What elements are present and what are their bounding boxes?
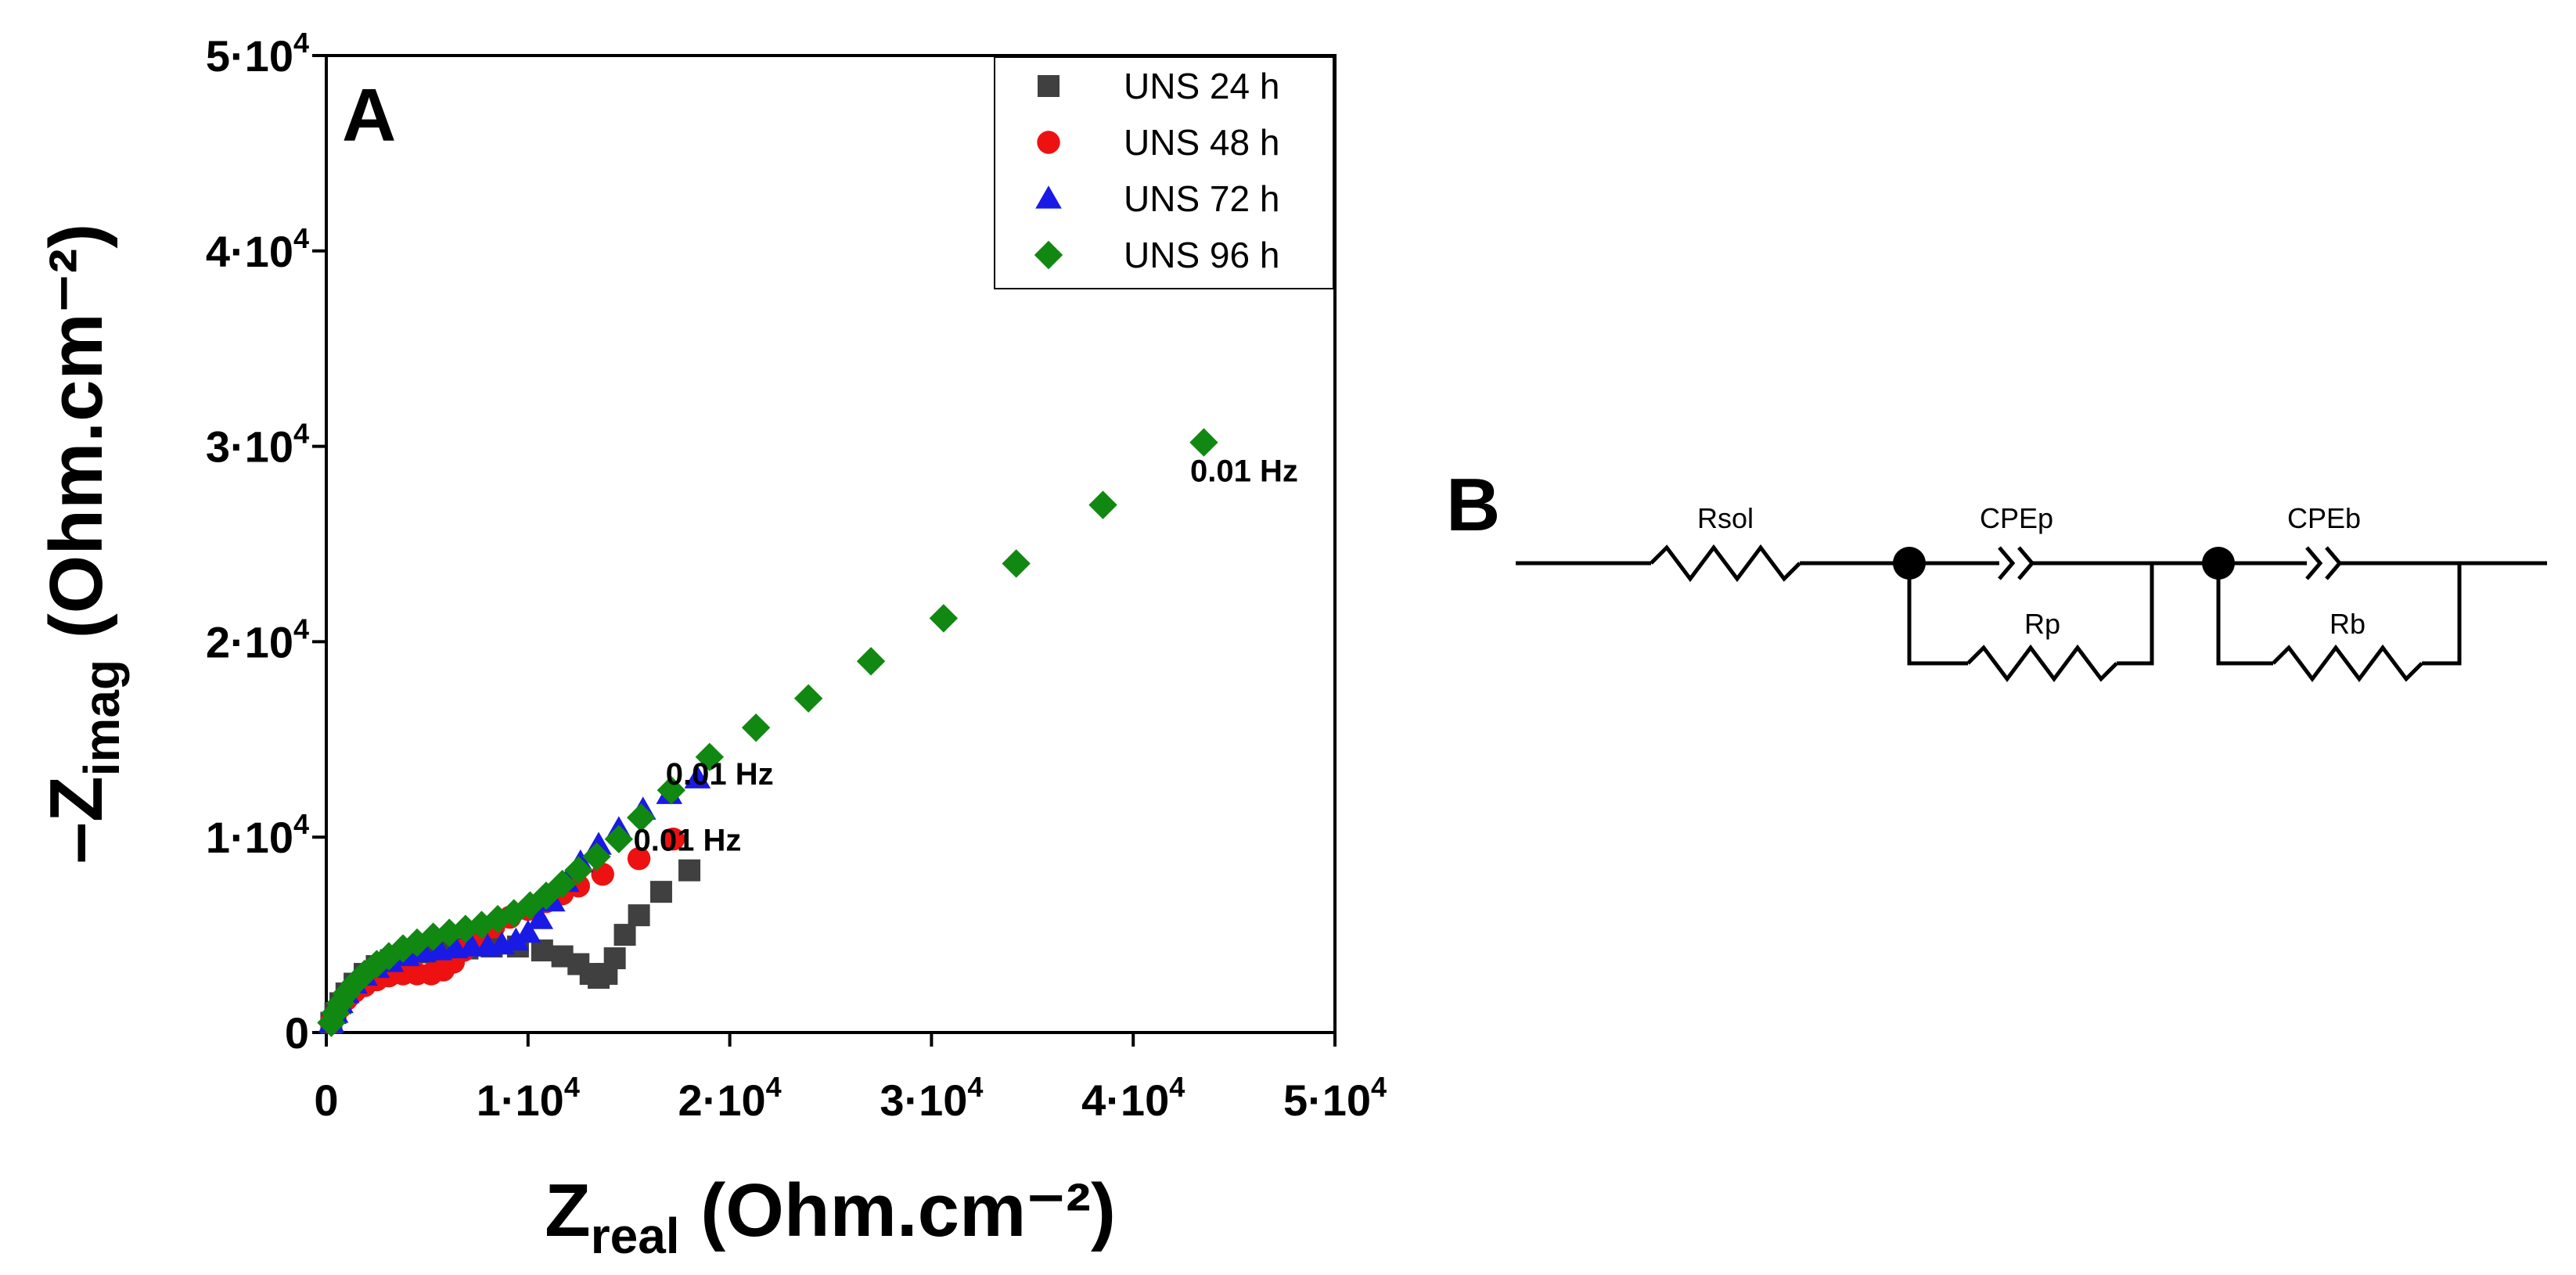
y-tick-label-5: 5·104 <box>206 27 309 81</box>
cpeb-symbol-right <box>2325 546 2343 580</box>
rsol-resistor-symbol <box>1650 544 1801 583</box>
annotation-1: 0.01 Hz <box>1190 454 1298 489</box>
data-point-s4-28 <box>929 604 959 633</box>
wire-rb-return <box>2422 563 2462 666</box>
data-point-s1-21 <box>613 924 636 946</box>
x-tick-label-0: 0 <box>314 1076 338 1125</box>
data-point-s4-17 <box>531 881 561 910</box>
x-axis-title-sub: real <box>591 1208 680 1264</box>
legend-label-1: UNS 24 h <box>1124 66 1279 106</box>
data-point-s4-22 <box>626 803 656 832</box>
legend-label-2: UNS 48 h <box>1124 122 1279 163</box>
data-point-s3-25 <box>684 765 711 788</box>
cpeb-symbol-left <box>2305 546 2323 580</box>
data-point-s3-16 <box>515 919 541 943</box>
plot-frame <box>325 54 1337 1034</box>
rp-resistor-symbol <box>1966 644 2118 683</box>
node-dot-1 <box>1893 547 1926 580</box>
legend-items: UNS 24 h UNS 48 h UNS 72 h UNS 96 h <box>1034 66 1279 275</box>
cpep-symbol-right <box>2017 546 2035 580</box>
data-point-s4-24 <box>695 742 725 771</box>
legend-marker-2 <box>1037 131 1060 154</box>
y-tick-label-0: 0 <box>285 1008 309 1058</box>
cpep-label: CPEp <box>1980 502 2053 534</box>
x-axis-title-main: Z <box>545 1169 591 1252</box>
y-axis-title-main: –Z <box>34 776 118 864</box>
y-axis-title-sub: imag <box>74 659 130 776</box>
y-tick-label-3: 3·104 <box>206 418 309 472</box>
data-point-s4-23 <box>657 776 686 805</box>
y-tick-label-2: 2·104 <box>206 612 309 666</box>
data-point-s4-13 <box>467 910 496 939</box>
legend-marker-1 <box>1038 75 1060 97</box>
cpeb-label: CPEb <box>2287 502 2361 534</box>
data-point-s2-22 <box>627 846 651 871</box>
rb-resistor-symbol <box>2272 644 2423 683</box>
data-points <box>317 428 1218 1037</box>
data-point-s4-31 <box>1189 428 1218 457</box>
legend-marker-3 <box>1035 185 1062 209</box>
wire-rb-branch <box>2216 563 2273 666</box>
wire-rp-return <box>2117 563 2154 666</box>
data-point-s4-30 <box>1088 490 1117 519</box>
data-point-s4-29 <box>1002 549 1031 578</box>
panel-label-a: A <box>342 74 396 157</box>
data-point-s4-27 <box>856 647 886 676</box>
legend-label-3: UNS 72 h <box>1124 178 1279 219</box>
y-tick-label-4: 4·104 <box>206 222 309 276</box>
x-axis-title: Zreal (Ohm.cm⁻²) <box>545 1169 1116 1264</box>
wire-rp-branch <box>1907 563 1968 666</box>
data-point-s4-25 <box>741 713 771 742</box>
data-point-s4-9 <box>402 928 432 957</box>
data-point-s4-16 <box>516 891 545 920</box>
data-point-s4-18 <box>548 869 577 899</box>
rp-label: Rp <box>2024 608 2060 640</box>
data-point-s4-10 <box>419 922 448 951</box>
legend: UNS 24 h UNS 48 h UNS 72 h UNS 96 h <box>994 56 1334 289</box>
series-4 <box>317 428 1218 1037</box>
x-tick-label-5: 5·104 <box>1283 1071 1387 1125</box>
annotation-3: 0.01 Hz <box>634 824 742 858</box>
rsol-label: Rsol <box>1697 502 1754 534</box>
annotation-2: 0.01 Hz <box>666 757 774 792</box>
data-point-s4-3 <box>332 979 361 1008</box>
y-axis-title-units: (Ohm.cm⁻²) <box>34 224 118 659</box>
data-point-s4-11 <box>435 918 464 947</box>
data-point-s4-4 <box>340 969 369 998</box>
data-point-s4-21 <box>604 824 634 853</box>
data-point-s4-5 <box>350 959 380 989</box>
x-tick-label-3: 3·104 <box>880 1071 983 1125</box>
axis-ticks: 0 1·104 2·104 3·104 4·104 5·104 0 1·104 2·104 3·1… <box>206 27 1387 1125</box>
legend-marker-4 <box>1034 240 1063 270</box>
data-point-s3-15 <box>502 927 530 951</box>
data-point-s4-26 <box>793 684 823 713</box>
data-point-s1-14 <box>531 939 553 962</box>
data-point-s1-24 <box>678 859 701 882</box>
data-point-s1-20 <box>603 947 626 970</box>
data-point-s4-20 <box>582 842 611 871</box>
rb-label: Rb <box>2330 608 2366 640</box>
cpep-symbol-left <box>1998 546 2016 580</box>
data-point-s1-23 <box>649 881 672 903</box>
y-axis-title: –Zimag (Ohm.cm⁻²) <box>34 224 130 864</box>
x-axis-title-units: (Ohm.cm⁻²) <box>680 1169 1116 1252</box>
y-tick-label-1: 1·104 <box>206 808 309 862</box>
x-tick-label-2: 2·104 <box>678 1071 782 1125</box>
data-point-s3-17 <box>527 906 554 929</box>
data-point-s4-19 <box>564 856 593 885</box>
data-point-s2-23 <box>661 827 685 851</box>
x-tick-label-1: 1·104 <box>477 1071 580 1125</box>
data-point-s4-1 <box>321 998 350 1028</box>
x-tick-label-4: 4·104 <box>1081 1071 1185 1125</box>
data-point-s4-8 <box>388 934 418 963</box>
data-point-s1-22 <box>628 904 650 927</box>
frequency-annotations: 0.01 Hz 0.01 Hz 0.01 Hz <box>634 454 1298 858</box>
data-point-s4-2 <box>326 989 355 1018</box>
node-dot-2 <box>2202 547 2235 580</box>
panel-label-b: B <box>1446 463 1500 547</box>
legend-label-4: UNS 96 h <box>1124 235 1279 275</box>
